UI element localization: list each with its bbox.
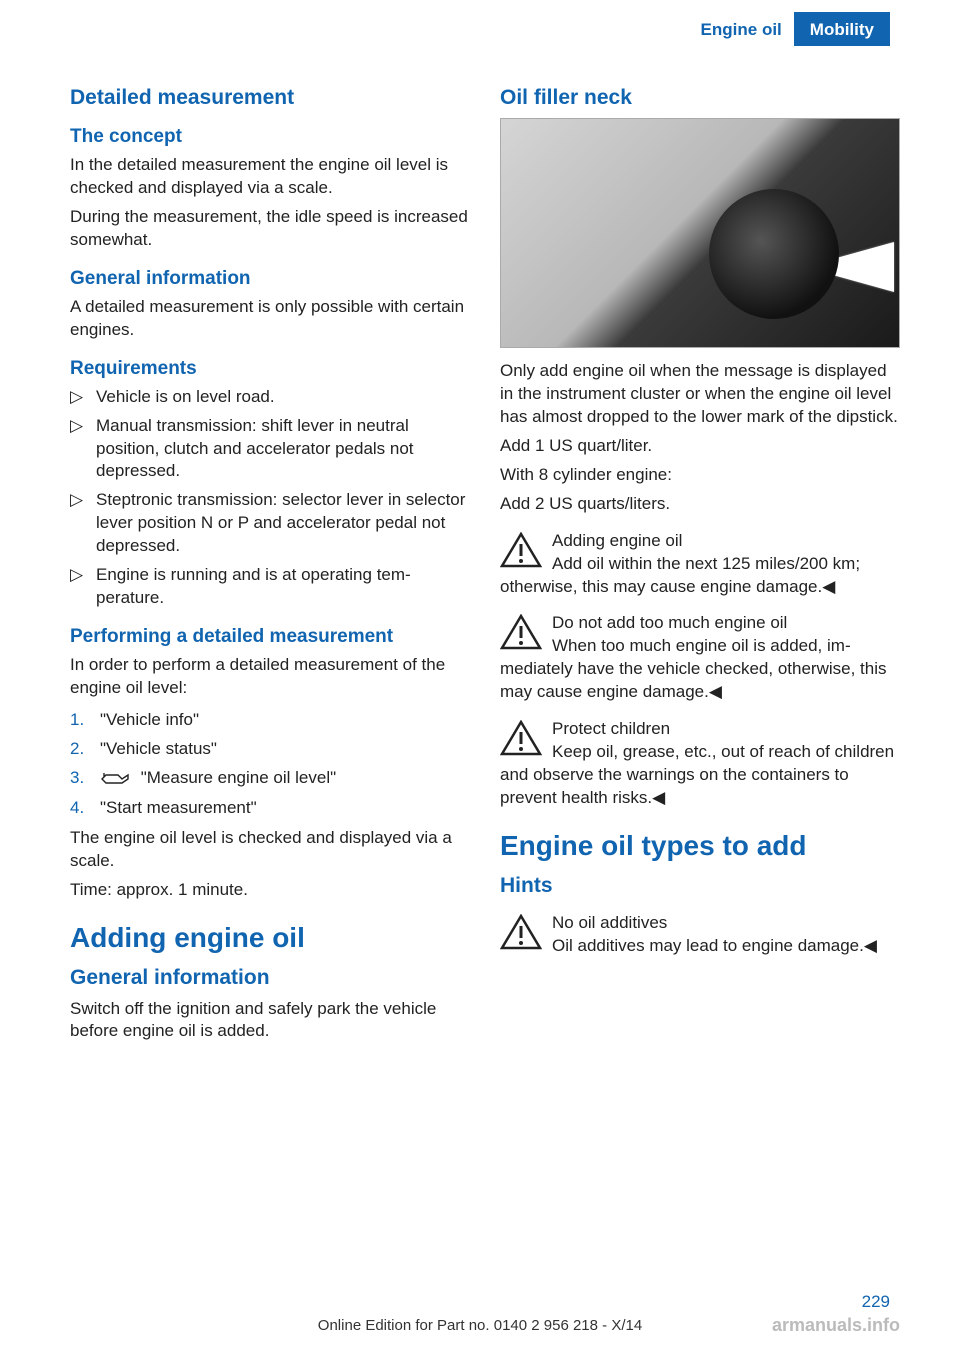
filler-text: With 8 cylinder engine: (500, 464, 900, 487)
warning-block: Protect children Keep oil, grease, etc.,… (500, 718, 900, 810)
list-item: 3. "Measure engine oil level" (70, 764, 470, 791)
warning-triangle-icon (500, 532, 542, 568)
heading-detailed-measurement: Detailed measurement (70, 86, 470, 110)
header-chapter: Mobility (794, 12, 890, 46)
warning-title: Do not add too much engine oil (500, 612, 900, 635)
heading-oil-filler-neck: Oil filler neck (500, 86, 900, 110)
warning-block: Adding engine oil Add oil within the nex… (500, 530, 900, 599)
step-number: 4. (70, 794, 100, 821)
heading-adding-oil: Adding engine oil (70, 922, 470, 954)
filler-text: Add 1 US quart/liter. (500, 435, 900, 458)
step-text: "Measure engine oil level" (141, 768, 336, 787)
list-item-label: "Measure engine oil level" (100, 764, 336, 791)
list-item-label: "Start measurement" (100, 794, 257, 821)
heading-performing: Performing a detailed measurement (70, 626, 470, 648)
list-item-label: Engine is running and is at operating te… (96, 564, 470, 610)
watermark: armanuals.info (772, 1315, 900, 1336)
list-item: 2."Vehicle status" (70, 735, 470, 762)
performing-result: The engine oil level is checked and disp… (70, 827, 470, 873)
oil-can-icon (100, 771, 130, 787)
warning-body: Keep oil, grease, etc., out of reach of … (500, 741, 900, 810)
general-text: A detailed measurement is only possible … (70, 296, 470, 342)
performing-intro: In order to perform a detailed measureme… (70, 654, 470, 700)
page-number: 229 (862, 1292, 890, 1312)
bullet-icon: ▷ (70, 415, 96, 484)
left-column: Detailed measurement The concept In the … (70, 86, 470, 1049)
step-number: 1. (70, 706, 100, 733)
warning-triangle-icon (500, 614, 542, 650)
page-content: Detailed measurement The concept In the … (0, 46, 960, 1049)
concept-text: In the detailed measurement the engine o… (70, 154, 470, 200)
bullet-icon: ▷ (70, 386, 96, 409)
warning-title: Adding engine oil (500, 530, 900, 553)
list-item: 1."Vehicle info" (70, 706, 470, 733)
header-tab: Engine oil Mobility (689, 12, 890, 46)
header-section: Engine oil (689, 12, 794, 46)
filler-text: Add 2 US quarts/liters. (500, 493, 900, 516)
warning-body: Add oil within the next 125 miles/200 km… (500, 553, 900, 599)
step-number: 2. (70, 735, 100, 762)
right-column: Oil filler neck Only add engine oil when… (500, 86, 900, 1049)
list-item: 4."Start measurement" (70, 794, 470, 821)
list-item-label: Steptronic transmission: selector lever … (96, 489, 470, 558)
list-item-label: Vehicle is on level road. (96, 386, 275, 409)
page-header: Engine oil Mobility (0, 0, 960, 46)
step-number: 3. (70, 764, 100, 791)
arrow-icon (804, 242, 894, 292)
filler-text: Only add engine oil when the message is … (500, 360, 900, 429)
bullet-icon: ▷ (70, 564, 96, 610)
warning-block: Do not add too much engine oil When too … (500, 612, 900, 704)
list-item: ▷Engine is running and is at operating t… (70, 564, 470, 610)
adding-general-text: Switch off the ignition and safely park … (70, 998, 470, 1044)
requirements-list: ▷Vehicle is on level road. ▷Manual trans… (70, 386, 470, 610)
steps-list: 1."Vehicle info" 2."Vehicle status" 3. "… (70, 706, 470, 821)
bullet-icon: ▷ (70, 489, 96, 558)
list-item-label: "Vehicle status" (100, 735, 217, 762)
warning-block: No oil additives Oil additives may lead … (500, 912, 900, 958)
heading-requirements: Requirements (70, 358, 470, 380)
heading-concept: The concept (70, 126, 470, 148)
list-item: ▷Vehicle is on level road. (70, 386, 470, 409)
list-item: ▷Manual transmission: shift lever in neu… (70, 415, 470, 484)
oil-filler-neck-image (500, 118, 900, 348)
warning-body: When too much engine oil is added, im­me… (500, 635, 900, 704)
heading-general-info: General information (70, 268, 470, 290)
warning-body: Oil additives may lead to engine dam­age… (500, 935, 900, 958)
warning-triangle-icon (500, 720, 542, 756)
warning-title: No oil additives (500, 912, 900, 935)
heading-hints: Hints (500, 874, 900, 898)
concept-text: During the measurement, the idle speed i… (70, 206, 470, 252)
list-item-label: Manual transmission: shift lever in neut… (96, 415, 470, 484)
performing-time: Time: approx. 1 minute. (70, 879, 470, 902)
heading-adding-general: General information (70, 966, 470, 990)
warning-triangle-icon (500, 914, 542, 950)
warning-title: Protect children (500, 718, 900, 741)
list-item-label: "Vehicle info" (100, 706, 199, 733)
heading-oil-types: Engine oil types to add (500, 830, 900, 862)
list-item: ▷Steptronic transmission: selector lever… (70, 489, 470, 558)
